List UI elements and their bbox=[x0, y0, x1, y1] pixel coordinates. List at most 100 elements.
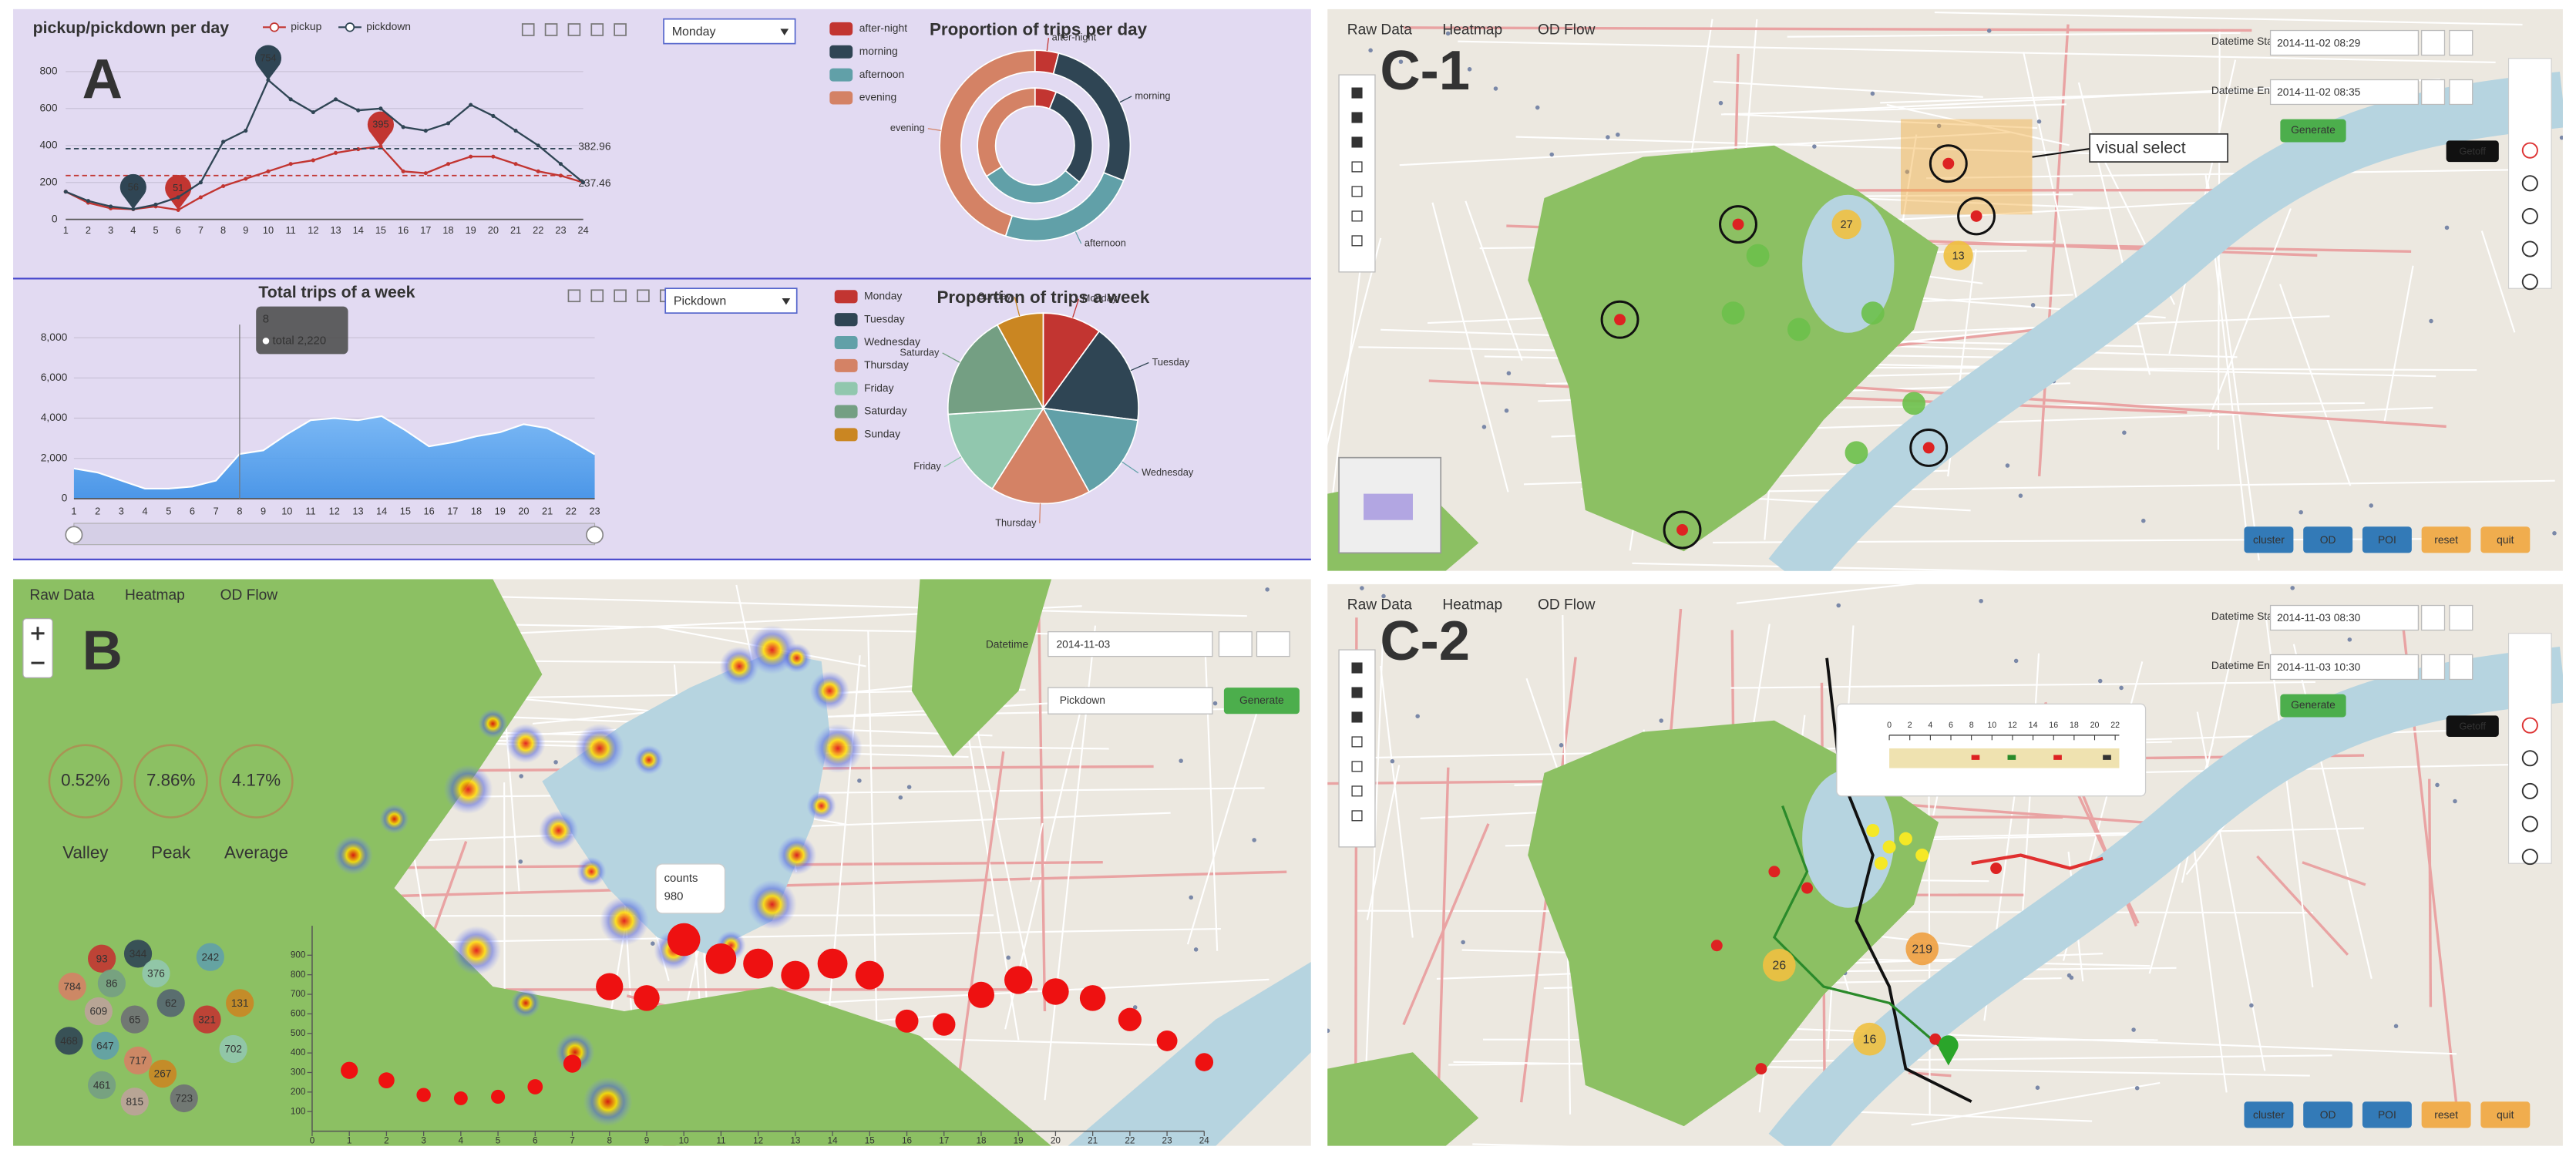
map-tab[interactable]: OD Flow bbox=[1538, 22, 1596, 39]
datetime-input[interactable] bbox=[2269, 29, 2420, 56]
cluster-count[interactable]: 609 bbox=[90, 1006, 108, 1017]
cluster-bubble[interactable] bbox=[120, 1088, 149, 1116]
layer-tool[interactable] bbox=[2521, 815, 2538, 832]
green-cluster[interactable] bbox=[1845, 441, 1868, 465]
toolbox-icon[interactable] bbox=[614, 23, 627, 36]
calendar-button[interactable] bbox=[1256, 630, 1290, 657]
layer-tool[interactable] bbox=[2521, 207, 2538, 224]
legend-label[interactable]: evening bbox=[859, 91, 897, 103]
cluster-count[interactable]: 723 bbox=[175, 1093, 193, 1105]
datetime-input[interactable] bbox=[2269, 604, 2420, 631]
draw-tool[interactable] bbox=[1351, 785, 1363, 797]
cluster-count[interactable]: 16 bbox=[1863, 1034, 1877, 1047]
legend-label[interactable]: Friday bbox=[864, 382, 894, 394]
map-button[interactable] bbox=[2421, 1101, 2471, 1128]
clear-button[interactable] bbox=[2421, 654, 2446, 681]
draw-tool[interactable] bbox=[1351, 235, 1363, 247]
legend-label[interactable]: Sunday bbox=[864, 428, 900, 440]
green-cluster[interactable] bbox=[1902, 392, 1925, 415]
cluster-count[interactable]: 26 bbox=[1772, 960, 1786, 973]
map-button-label[interactable]: OD bbox=[2320, 533, 2336, 546]
layer-tool[interactable] bbox=[2521, 849, 2538, 866]
datetime-value[interactable]: 2014-11-02 08:29 bbox=[2277, 36, 2361, 49]
map-button-label[interactable]: POI bbox=[2378, 1108, 2396, 1121]
cluster-bubble[interactable] bbox=[1943, 240, 1973, 271]
map-button[interactable] bbox=[2362, 1101, 2412, 1128]
zoom-slider[interactable] bbox=[73, 523, 596, 546]
map-tab[interactable]: Raw Data bbox=[1347, 597, 1413, 614]
draw-tool[interactable] bbox=[1351, 112, 1363, 123]
cluster-count[interactable]: 468 bbox=[60, 1035, 78, 1047]
slider-handle[interactable] bbox=[586, 526, 604, 544]
cluster-bubble[interactable] bbox=[1762, 948, 1796, 982]
cluster-count[interactable]: 131 bbox=[231, 997, 249, 1009]
cluster-bubble[interactable] bbox=[170, 1084, 198, 1113]
selected-point[interactable] bbox=[1970, 210, 1982, 222]
toolbox-icon[interactable] bbox=[567, 23, 581, 36]
map-tab[interactable]: Raw Data bbox=[1347, 22, 1413, 39]
draw-tool[interactable] bbox=[1351, 186, 1363, 197]
toolbox-icon[interactable] bbox=[567, 289, 581, 303]
cluster-count[interactable]: 13 bbox=[1952, 250, 1965, 262]
legend-label[interactable]: Wednesday bbox=[864, 335, 920, 348]
selected-point[interactable] bbox=[1942, 157, 1955, 170]
selected-point[interactable] bbox=[1768, 866, 1781, 878]
map-tab[interactable]: Heatmap bbox=[125, 587, 185, 604]
map-button[interactable] bbox=[2421, 526, 2471, 553]
cluster-bubble[interactable] bbox=[1853, 1022, 1886, 1056]
layer-tool[interactable] bbox=[2521, 750, 2538, 767]
draw-tool[interactable] bbox=[1351, 687, 1363, 698]
cluster-bubble[interactable] bbox=[148, 1059, 177, 1088]
cluster-count[interactable]: 242 bbox=[201, 951, 219, 963]
cluster-bubble[interactable] bbox=[226, 989, 254, 1017]
selected-point[interactable] bbox=[1922, 442, 1935, 454]
datetime-value[interactable]: 2014-11-02 08:35 bbox=[2277, 86, 2361, 98]
datetime-value[interactable]: 2014-11-03 08:30 bbox=[2277, 611, 2361, 624]
cluster-bubble[interactable] bbox=[1905, 932, 1939, 966]
map-button-label[interactable]: cluster bbox=[2253, 1108, 2285, 1121]
dropdown[interactable] bbox=[664, 287, 798, 314]
legend-label[interactable]: Tuesday bbox=[864, 312, 905, 324]
cluster-bubble[interactable] bbox=[88, 1071, 116, 1100]
dropdown[interactable] bbox=[1048, 687, 1213, 714]
map-tab[interactable]: Heatmap bbox=[1442, 22, 1502, 39]
cluster-bubble[interactable] bbox=[196, 943, 224, 971]
generate-button[interactable] bbox=[2280, 694, 2346, 718]
map-button-label[interactable]: POI bbox=[2378, 533, 2396, 546]
cluster-bubble[interactable] bbox=[193, 1005, 221, 1034]
selected-point[interactable] bbox=[1915, 848, 1929, 862]
map-button[interactable] bbox=[2480, 526, 2531, 553]
map-button[interactable] bbox=[2303, 1101, 2353, 1128]
map-button[interactable] bbox=[2303, 526, 2353, 553]
generate-label[interactable]: Generate bbox=[2291, 123, 2336, 136]
cluster-bubble[interactable] bbox=[55, 1027, 83, 1055]
legend-label[interactable]: afternoon bbox=[859, 68, 905, 80]
map-button-label[interactable]: reset bbox=[2434, 1108, 2458, 1121]
selected-point[interactable] bbox=[1710, 940, 1723, 952]
selected-point[interactable] bbox=[1929, 1033, 1942, 1045]
cluster-bubble[interactable] bbox=[1831, 209, 1861, 240]
layer-tool[interactable] bbox=[2521, 717, 2538, 734]
map-button[interactable] bbox=[2480, 1101, 2531, 1128]
datetime-value[interactable]: 2014-11-03 10:30 bbox=[2277, 661, 2361, 673]
legend-label[interactable]: pickdown bbox=[366, 20, 411, 32]
draw-tool[interactable] bbox=[1351, 210, 1363, 222]
dropdown-value[interactable]: Monday bbox=[672, 25, 716, 39]
cluster-count[interactable]: 344 bbox=[129, 948, 147, 960]
cluster-bubble[interactable] bbox=[58, 972, 86, 1001]
datetime-input[interactable] bbox=[2269, 654, 2420, 681]
toolbox-icon[interactable] bbox=[521, 23, 535, 36]
draw-tool[interactable] bbox=[1351, 662, 1363, 674]
cluster-count[interactable]: 93 bbox=[96, 953, 108, 964]
zoom-control[interactable] bbox=[22, 617, 53, 678]
map-button-label[interactable]: OD bbox=[2320, 1108, 2336, 1121]
slider-handle[interactable] bbox=[65, 526, 83, 544]
clear-button[interactable] bbox=[2421, 29, 2446, 56]
toolbox-icon[interactable] bbox=[614, 289, 627, 303]
cluster-count[interactable]: 62 bbox=[165, 997, 177, 1009]
datetime-input[interactable] bbox=[2269, 79, 2420, 106]
draw-tool[interactable] bbox=[1351, 761, 1363, 772]
generate-button[interactable] bbox=[1223, 688, 1300, 714]
cluster-bubble[interactable] bbox=[84, 997, 113, 1026]
legend-label[interactable]: pickup bbox=[291, 20, 321, 32]
